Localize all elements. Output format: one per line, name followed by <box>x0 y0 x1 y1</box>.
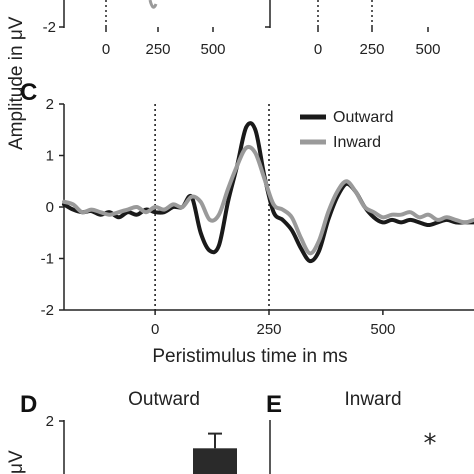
top-left-panel: -2 0 250 500 <box>43 0 226 58</box>
panel-c-y-tick-label: 0 <box>46 199 54 216</box>
legend-label-outward: Outward <box>333 109 393 126</box>
panel-c-label: C <box>20 79 37 106</box>
panel-c-y-tick-label: -1 <box>41 251 54 268</box>
panel-c-legend: Outward Inward <box>300 109 393 151</box>
top-left-trace-remnant <box>148 0 158 9</box>
panel-e-significance-marker: * <box>424 429 437 459</box>
panel-c-x-tick-label: 500 <box>370 321 395 338</box>
panel-c-axes: -2 -1 0 1 2 0 250 500 <box>41 96 474 338</box>
panel-c: C -2 -1 0 1 2 0 250 500 Outward Inward Peristim… <box>20 79 474 367</box>
panel-c-y-tick-label: 2 <box>46 96 54 113</box>
panel-c-series <box>62 121 474 264</box>
shared-y-axis-label: Amplitude in μV <box>6 16 27 150</box>
panel-d-bar <box>193 448 237 474</box>
panel-d-bar-group <box>193 432 237 474</box>
top-left-x-tick-label-0: 0 <box>102 41 110 58</box>
panel-e-title: Inward <box>344 389 401 410</box>
top-right-panel: 0 250 500 <box>265 0 441 58</box>
panel-c-x-axis-label: Peristimulus time in ms <box>152 346 347 367</box>
panel-e-label: E <box>266 391 282 418</box>
panel-d-title: Outward <box>128 389 200 410</box>
top-right-x-tick-label-0: 0 <box>314 41 322 58</box>
series-line-inward <box>62 144 474 256</box>
panel-c-x-tick-label: 0 <box>151 321 159 338</box>
top-right-x-tick-label-250: 250 <box>359 41 384 58</box>
top-right-x-tick-label-500: 500 <box>415 41 440 58</box>
panel-c-x-tick-label: 250 <box>256 321 281 338</box>
panel-d-y-tick-label: 2 <box>46 413 54 430</box>
bottom-panels: D Outward 2 μV E Inward * <box>6 389 437 474</box>
panel-c-y-tick-label: -2 <box>41 302 54 319</box>
top-left-x-tick-label-250: 250 <box>145 41 170 58</box>
panel-d-label: D <box>20 391 37 418</box>
panel-c-y-tick-label: 1 <box>46 148 54 165</box>
top-left-x-tick-label-500: 500 <box>200 41 225 58</box>
legend-label-inward: Inward <box>333 134 381 151</box>
top-left-y-tick-label: -2 <box>43 19 56 36</box>
panel-d-y-axis-label-fragment: μV <box>6 450 27 474</box>
